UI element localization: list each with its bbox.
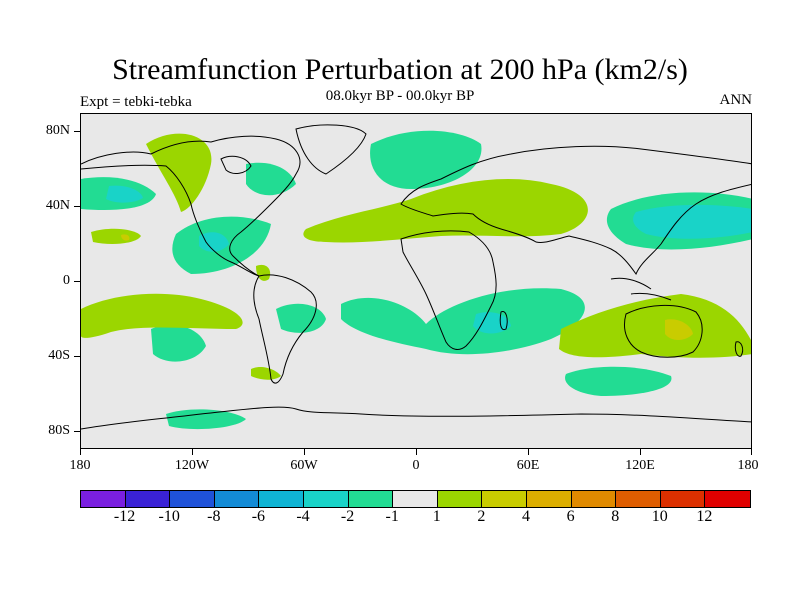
colorbar-swatch [616, 491, 661, 507]
fill-neg-strong [199, 232, 229, 252]
colorbar-label: -12 [113, 508, 136, 525]
colorbar-swatch [348, 491, 394, 507]
fill-neg [166, 409, 246, 430]
season-label: ANN [719, 92, 753, 108]
colorbar-label: -8 [207, 508, 221, 525]
colorbar-label: 6 [566, 508, 575, 525]
fill-pos [256, 264, 271, 281]
coastline-australia [624, 304, 703, 358]
map-subtitle: 08.0kyr BP - 00.0kyr BP [325, 88, 475, 104]
y-axis-label-0: 0 [63, 273, 70, 288]
colorbar [80, 490, 751, 508]
colorbar-swatch [81, 491, 126, 507]
colorbar-label: -2 [340, 508, 355, 525]
y-axis-label-40n: 40N [45, 198, 70, 213]
colorbar-swatch [259, 491, 304, 507]
fill-neg [341, 288, 585, 355]
coastline-eurasia [400, 145, 751, 276]
colorbar-swatch [125, 491, 171, 507]
coastline-south-america [253, 274, 317, 384]
colorbar-swatch [393, 491, 438, 507]
strong-positive-cores [121, 234, 693, 340]
coastline-north-america [81, 135, 301, 277]
coastline-madagascar [499, 310, 508, 331]
colorbar-swatch [482, 491, 527, 507]
x-tick [304, 449, 305, 455]
coastline-antarctica [81, 406, 751, 430]
colorbar-label: -10 [158, 508, 180, 525]
coastlines [81, 124, 751, 430]
fill-pos [81, 293, 243, 338]
fill-neg [565, 366, 672, 396]
map-panel [80, 113, 752, 449]
map-title: Streamfunction Perturbation at 200 hPa (… [112, 53, 688, 86]
coastline-hudson [220, 155, 252, 174]
fill-pos [91, 228, 141, 244]
y-tick [74, 131, 80, 132]
fill-pos [303, 179, 588, 243]
fill-neg-strong [106, 185, 143, 203]
colorbar-label: 1 [432, 508, 441, 525]
colorbar-swatch [705, 491, 750, 507]
colorbar-swatch [571, 491, 617, 507]
colorbar-label: 12 [696, 508, 713, 525]
x-axis-label-180e: 180 [737, 458, 759, 473]
y-tick [74, 206, 80, 207]
x-tick [192, 449, 193, 455]
colorbar-swatch [526, 491, 572, 507]
x-axis-label-0: 0 [412, 458, 420, 473]
fill-pos [251, 366, 281, 380]
colorbar-swatch [660, 491, 706, 507]
colorbar-label: 8 [611, 508, 620, 525]
colorbar-swatch [214, 491, 260, 507]
y-tick [74, 281, 80, 282]
x-axis-label-180w: 180 [69, 458, 91, 473]
y-axis-label-80s: 80S [48, 423, 70, 438]
experiment-label: Expt = tebki-tebka [80, 94, 192, 110]
y-tick [74, 431, 80, 432]
x-axis-label-60e: 60E [516, 458, 540, 473]
fill-pos [146, 133, 212, 212]
fill-pos-strong [665, 319, 693, 340]
fill-neg [151, 325, 206, 362]
colorbar-label: -6 [251, 508, 266, 525]
colorbar-label: -1 [385, 508, 399, 525]
y-axis-label-80n: 80N [45, 123, 70, 138]
x-tick [80, 449, 81, 455]
fill-pos-strong [121, 234, 130, 241]
x-tick [640, 449, 641, 455]
colorbar-swatch [437, 491, 483, 507]
colorbar-label: 2 [477, 508, 486, 525]
coastline-greenland [295, 124, 367, 175]
y-tick [74, 356, 80, 357]
colorbar-label: -4 [296, 508, 310, 525]
fill-neg [276, 303, 326, 333]
fill-neg-strong [633, 204, 751, 239]
coastline-new-zealand [734, 341, 744, 357]
x-axis-label-120w: 120W [174, 458, 210, 473]
coastline-africa [400, 230, 497, 350]
map-canvas [81, 124, 751, 430]
colorbar-label: 10 [651, 508, 668, 525]
x-tick [416, 449, 417, 455]
fill-neg [246, 162, 296, 196]
y-axis-label-40s: 40S [48, 348, 70, 363]
colorbar-label: 4 [522, 508, 530, 525]
x-tick [751, 449, 752, 455]
fill-neg [370, 130, 482, 189]
colorbar-swatch [303, 491, 349, 507]
colorbar-swatch [170, 491, 215, 507]
x-tick [528, 449, 529, 455]
coastline-indonesia [610, 277, 672, 301]
x-axis-label-60w: 60W [290, 458, 318, 473]
positive-anomaly-regions [81, 133, 751, 380]
x-axis-label-120e: 120E [625, 458, 655, 473]
